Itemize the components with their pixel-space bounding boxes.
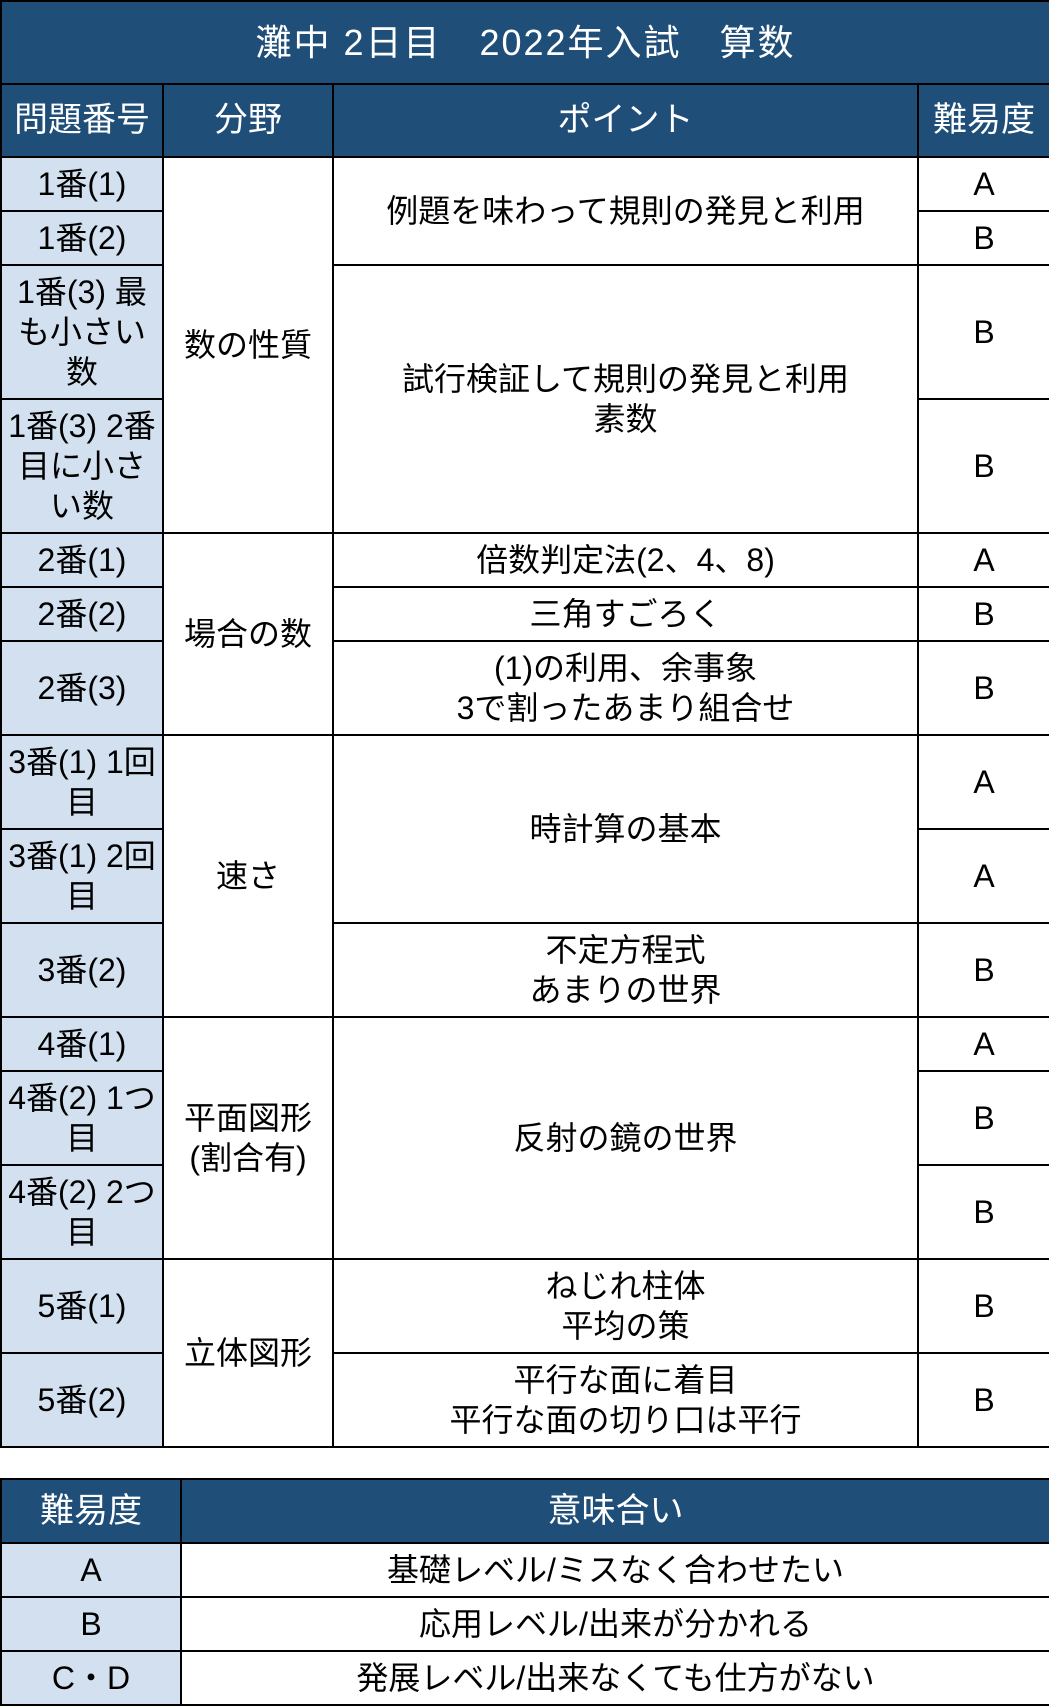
point-cell: 試行検証して規則の発見と利用素数	[333, 265, 918, 533]
table-row: 2番(2) 三角すごろく B	[1, 587, 1049, 641]
table-row: 5番(1) 立体図形 ねじれ柱体平均の策 B	[1, 1259, 1049, 1353]
qnum-cell: 1番(2)	[1, 211, 163, 265]
point-cell: 反射の鏡の世界	[333, 1017, 918, 1259]
header-row: 問題番号 分野 ポイント 難易度	[1, 84, 1049, 157]
difficulty-cell: A	[918, 829, 1049, 923]
legend-table: 難易度 意味合い A 基礎レベル/ミスなく合わせたい B 応用レベル/出来が分か…	[0, 1478, 1049, 1706]
difficulty-cell: A	[918, 157, 1049, 211]
legend-desc-cell: 応用レベル/出来が分かれる	[181, 1597, 1049, 1651]
difficulty-cell: B	[918, 211, 1049, 265]
qnum-cell: 2番(1)	[1, 533, 163, 587]
table-row: 3番(2) 不定方程式あまりの世界 B	[1, 923, 1049, 1017]
qnum-cell: 5番(1)	[1, 1259, 163, 1353]
legend-label-cell: B	[1, 1597, 181, 1651]
legend-label-cell: C・D	[1, 1651, 181, 1705]
difficulty-cell: B	[918, 923, 1049, 1017]
qnum-cell: 1番(3) 最も小さい数	[1, 265, 163, 399]
legend-header-row: 難易度 意味合い	[1, 1479, 1049, 1544]
qnum-cell: 4番(2) 1つ目	[1, 1071, 163, 1165]
legend-label-cell: A	[1, 1543, 181, 1597]
difficulty-cell: A	[918, 735, 1049, 829]
table-row: 2番(1) 場合の数 倍数判定法(2、4、8) A	[1, 533, 1049, 587]
difficulty-cell: A	[918, 533, 1049, 587]
table-row: 3番(1) 1回目 速さ 時計算の基本 A	[1, 735, 1049, 829]
legend-row: C・D 発展レベル/出来なくても仕方がない	[1, 1651, 1049, 1705]
qnum-cell: 3番(2)	[1, 923, 163, 1017]
point-cell: 例題を味わって規則の発見と利用	[333, 157, 918, 265]
difficulty-cell: B	[918, 265, 1049, 399]
legend-desc-cell: 基礎レベル/ミスなく合わせたい	[181, 1543, 1049, 1597]
qnum-cell: 4番(1)	[1, 1017, 163, 1071]
point-cell: ねじれ柱体平均の策	[333, 1259, 918, 1353]
difficulty-cell: B	[918, 641, 1049, 735]
difficulty-cell: B	[918, 1165, 1049, 1259]
legend-row: B 応用レベル/出来が分かれる	[1, 1597, 1049, 1651]
qnum-cell: 2番(2)	[1, 587, 163, 641]
table-row: 4番(1) 平面図形(割合有) 反射の鏡の世界 A	[1, 1017, 1049, 1071]
qnum-cell: 3番(1) 2回目	[1, 829, 163, 923]
col-header-qnum: 問題番号	[1, 84, 163, 157]
col-header-field: 分野	[163, 84, 333, 157]
field-cell: 立体図形	[163, 1259, 333, 1447]
difficulty-cell: A	[918, 1017, 1049, 1071]
point-cell: (1)の利用、余事象3で割ったあまり組合せ	[333, 641, 918, 735]
field-cell: 数の性質	[163, 157, 333, 533]
legend-desc-cell: 発展レベル/出来なくても仕方がない	[181, 1651, 1049, 1705]
point-cell: 三角すごろく	[333, 587, 918, 641]
legend-col-header-desc: 意味合い	[181, 1479, 1049, 1544]
col-header-point: ポイント	[333, 84, 918, 157]
field-cell: 平面図形(割合有)	[163, 1017, 333, 1259]
qnum-cell: 1番(3) 2番目に小さい数	[1, 399, 163, 533]
difficulty-cell: B	[918, 1071, 1049, 1165]
difficulty-cell: B	[918, 1353, 1049, 1447]
legend-row: A 基礎レベル/ミスなく合わせたい	[1, 1543, 1049, 1597]
table-row: 2番(3) (1)の利用、余事象3で割ったあまり組合せ B	[1, 641, 1049, 735]
qnum-cell: 1番(1)	[1, 157, 163, 211]
difficulty-cell: B	[918, 587, 1049, 641]
legend-col-header-label: 難易度	[1, 1479, 181, 1544]
point-cell: 平行な面に着目平行な面の切り口は平行	[333, 1353, 918, 1447]
title-row: 灘中 2日目 2022年入試 算数	[1, 1, 1049, 84]
difficulty-cell: B	[918, 399, 1049, 533]
difficulty-cell: B	[918, 1259, 1049, 1353]
qnum-cell: 4番(2) 2つ目	[1, 1165, 163, 1259]
table-row: 1番(3) 最も小さい数 試行検証して規則の発見と利用素数 B	[1, 265, 1049, 399]
point-cell: 不定方程式あまりの世界	[333, 923, 918, 1017]
qnum-cell: 5番(2)	[1, 1353, 163, 1447]
table-title: 灘中 2日目 2022年入試 算数	[1, 1, 1049, 84]
qnum-cell: 3番(1) 1回目	[1, 735, 163, 829]
field-cell: 速さ	[163, 735, 333, 1017]
main-table: 灘中 2日目 2022年入試 算数 問題番号 分野 ポイント 難易度 1番(1)…	[0, 0, 1049, 1448]
field-cell: 場合の数	[163, 533, 333, 735]
point-cell: 時計算の基本	[333, 735, 918, 923]
qnum-cell: 2番(3)	[1, 641, 163, 735]
point-cell: 倍数判定法(2、4、8)	[333, 533, 918, 587]
table-row: 1番(1) 数の性質 例題を味わって規則の発見と利用 A	[1, 157, 1049, 211]
col-header-difficulty: 難易度	[918, 84, 1049, 157]
table-row: 5番(2) 平行な面に着目平行な面の切り口は平行 B	[1, 1353, 1049, 1447]
